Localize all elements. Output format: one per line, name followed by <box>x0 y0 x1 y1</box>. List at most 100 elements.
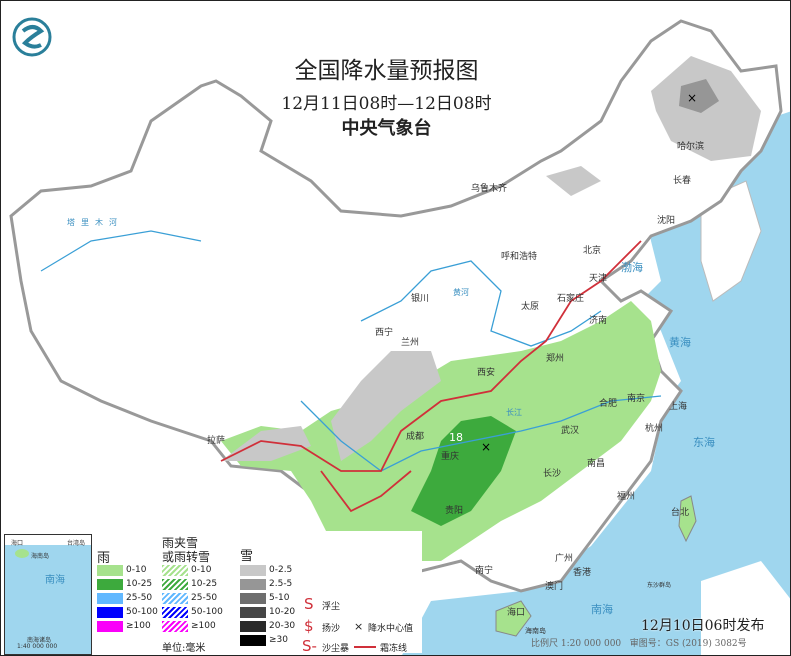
city-label: 南宁 <box>475 564 493 576</box>
city-label: 天津 <box>589 273 607 284</box>
legend-label-snow: 2.5-5 <box>269 579 293 589</box>
frost-line-south <box>220 240 642 472</box>
legend-swatch-snow <box>240 565 266 576</box>
city-label: 拉萨 <box>207 434 225 446</box>
river-tarim <box>40 230 202 272</box>
city-label: 南昌 <box>587 457 605 469</box>
map-title: 全国降水量预报图 <box>294 58 479 84</box>
city-label: 南京 <box>627 392 645 404</box>
legend-label-snow: 20-30 <box>269 621 296 631</box>
legend-swatch-snow <box>240 593 266 604</box>
city-label: 长沙 <box>543 467 561 479</box>
city-label: 合肥 <box>599 397 617 409</box>
city-label: 沈阳 <box>657 214 675 226</box>
legend-swatch-mixed <box>162 607 188 618</box>
map-scale-info: 比例尺 1:20 000 000 审图号：GS (2019) 3082号 <box>531 636 747 649</box>
frost-lines <box>220 240 642 513</box>
legend-swatch-rain <box>97 565 123 576</box>
inset-sea-label: 南海 <box>45 575 65 586</box>
legend-swatch-mixed <box>162 579 188 590</box>
legend-label-snow: 5-10 <box>269 593 290 603</box>
snow-2.5-5-center <box>679 79 719 113</box>
legend-label-rain: 10-25 <box>126 579 153 589</box>
sea-label: 渤海 <box>621 260 643 274</box>
precip-center-icon: × <box>481 440 491 454</box>
city-label: 海口 <box>507 606 525 618</box>
korea-japan-land <box>700 180 762 302</box>
legend-label-mixed: 25-50 <box>191 593 218 603</box>
precip-center-icon: × <box>687 91 697 105</box>
taiwan <box>678 495 697 543</box>
sea-label: 东海 <box>693 435 715 449</box>
forecast-period: 12月11日08时—12日08时 <box>281 94 492 114</box>
place-labels: 塔里木河 黄河 长江 乌鲁木齐 哈尔滨 长春 沈阳 北京 天津 呼和浩特 石家庄… <box>67 91 715 635</box>
city-label: 成都 <box>406 430 424 442</box>
legend-label-rain: 25-50 <box>126 593 153 603</box>
rain-0-10-area <box>221 301 661 561</box>
legend-label-snow: 0-2.5 <box>269 565 293 575</box>
legend-label-mixed: 50-100 <box>191 607 223 617</box>
legend-label-rain: ≥100 <box>126 621 151 631</box>
legend-mixed-title: 或雨转雪 <box>162 550 211 564</box>
legend-snow-title: 雪 <box>240 549 254 564</box>
legend-swatch-mixed <box>162 565 188 576</box>
legend-swatch-snow <box>240 579 266 590</box>
max-precip-value: 18 <box>449 431 463 444</box>
legend-rain-title: 雨 <box>97 551 111 566</box>
legend-label-rain: 0-10 <box>126 565 147 575</box>
legend-swatch-rain <box>97 593 123 604</box>
city-label: 石家庄 <box>557 292 584 304</box>
legend-label-mixed: 0-10 <box>191 565 212 575</box>
legend-label-snow: ≥30 <box>269 635 288 645</box>
city-label: 济南 <box>589 314 607 326</box>
city-label: 澳门 <box>545 580 563 592</box>
rain-10-25-area <box>411 416 516 526</box>
city-label: 香港 <box>573 566 591 578</box>
issue-time: 12月10日06时发布 <box>641 618 765 634</box>
legend-label-mixed: ≥100 <box>191 621 216 631</box>
snow-0-2.5-west <box>331 351 441 461</box>
inset-scale: 1:40 000 000 <box>17 643 58 650</box>
frost-line-legend-icon <box>354 646 376 648</box>
dust-label: 浮尘 <box>322 602 341 612</box>
inset-hainan-label: 海南岛 <box>31 553 50 560</box>
map-approval-number: 审图号：GS (2019) 3082号 <box>629 639 747 649</box>
dust-icon: S <box>304 595 314 613</box>
city-label: 上海 <box>669 400 687 412</box>
city-label: 福州 <box>617 490 635 502</box>
hainan <box>495 600 532 637</box>
legend-swatch-mixed <box>162 593 188 604</box>
sandstorm-label: 沙尘暴 <box>322 644 350 654</box>
legend-swatch-snow <box>240 607 266 618</box>
city-label: 郑州 <box>546 352 564 364</box>
city-label: 乌鲁木齐 <box>471 182 507 194</box>
river-label-yellow: 黄河 <box>453 287 469 297</box>
legend-label-snow: 10-20 <box>269 607 296 617</box>
city-label: 杭州 <box>645 422 663 434</box>
city-label: 武汉 <box>561 424 579 436</box>
legend-unit: 单位:毫米 <box>162 643 206 654</box>
city-label: 银川 <box>411 292 429 304</box>
inset-taiwan-label: 台湾岛 <box>67 540 86 547</box>
city-label: 太原 <box>521 300 539 312</box>
legend-label-mixed: 10-25 <box>191 579 218 589</box>
city-label: 兰州 <box>401 336 419 348</box>
frost-line-southwest <box>320 470 412 513</box>
city-label: 西宁 <box>375 326 393 338</box>
legend-mixed-title: 雨夹雪 <box>162 536 199 550</box>
city-label: 呼和浩特 <box>501 250 537 262</box>
legend-label-rain: 50-100 <box>126 607 158 617</box>
city-label: 台北 <box>671 506 689 518</box>
legend-swatch-rain <box>97 607 123 618</box>
legend-swatch-rain <box>97 579 123 590</box>
blowing-sand-label: 扬沙 <box>322 624 341 634</box>
inset-islands-label: 南海诸岛 <box>27 637 52 644</box>
issuer: 中央气象台 <box>341 118 432 139</box>
city-label: 长春 <box>673 174 691 186</box>
philippines-land <box>701 561 790 655</box>
legend-swatch-snow <box>240 621 266 632</box>
river-label-yangtze: 长江 <box>506 407 522 417</box>
river-yangtze <box>300 395 662 472</box>
snow-0-2.5-tibet <box>221 426 311 461</box>
